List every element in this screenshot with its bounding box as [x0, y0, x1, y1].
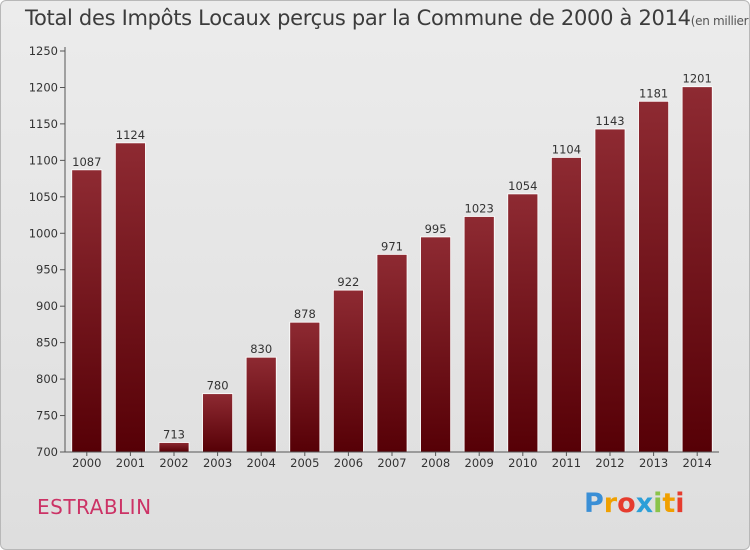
- bar-value-label: 1181: [639, 86, 668, 100]
- logo-letter: x: [635, 488, 654, 519]
- bar-value-label: 971: [381, 239, 403, 253]
- x-tick-label: 2009: [465, 456, 494, 470]
- axes-group: 700 750 800 850 900 950 1000 1050 1100 1150 1200 12…: [29, 44, 719, 470]
- x-tick-label: 2011: [552, 456, 581, 470]
- bar: [463, 216, 495, 453]
- bar: [158, 442, 190, 453]
- bar-value-label: 878: [294, 307, 316, 321]
- bar-value-label: 780: [207, 379, 229, 393]
- x-tick-label: 2000: [72, 456, 101, 470]
- bar-value-label: 1104: [552, 142, 581, 156]
- y-tick-label: 1150: [29, 117, 58, 131]
- logo-letter: r: [603, 488, 618, 519]
- x-tick-label: 2004: [247, 456, 276, 470]
- x-tick-label: 2003: [203, 456, 232, 470]
- logo-letter: i: [653, 488, 663, 519]
- logo-letter: P: [584, 488, 604, 519]
- bar: [638, 100, 670, 453]
- x-tick-label: 2007: [377, 456, 406, 470]
- logo-letter: i: [675, 488, 685, 519]
- bar-value-label: 1124: [116, 128, 145, 142]
- x-tick-label: 2014: [683, 456, 712, 470]
- bar: [681, 86, 713, 453]
- y-tick-label: 850: [36, 336, 58, 350]
- bar: [550, 157, 582, 453]
- bar: [420, 236, 452, 453]
- logo-letter: o: [617, 488, 636, 519]
- x-tick-label: 2013: [639, 456, 668, 470]
- bar: [245, 356, 277, 453]
- y-tick-label: 750: [36, 409, 58, 423]
- y-tick-label: 1050: [29, 190, 58, 204]
- bar: [507, 193, 539, 453]
- y-tick-label: 1200: [29, 80, 58, 94]
- bar-value-label: 922: [337, 275, 359, 289]
- proxiti-logo: Proxiti: [584, 488, 685, 519]
- y-tick-label: 1000: [29, 226, 58, 240]
- bar: [202, 393, 234, 453]
- bar-value-label: 995: [425, 222, 447, 236]
- bar: [376, 254, 408, 453]
- x-tick-label: 2012: [595, 456, 624, 470]
- x-tick-label: 2010: [508, 456, 537, 470]
- y-tick-label: 1100: [29, 153, 58, 167]
- bar: [289, 321, 321, 453]
- bar: [594, 128, 626, 453]
- x-tick-label: 2005: [290, 456, 319, 470]
- commune-name: ESTRABLIN: [37, 495, 152, 519]
- bar: [332, 289, 364, 453]
- unit-label: (en milliers d'€): [690, 14, 749, 28]
- bar: [114, 142, 146, 453]
- x-tick-label: 2002: [159, 456, 188, 470]
- x-tick-label: 2006: [334, 456, 363, 470]
- x-tick-label: 2001: [116, 456, 145, 470]
- bars-group: 1087 1124 713 780 830 878 922 971 995 1023 1054 110…: [71, 72, 713, 453]
- bar-value-label: 1201: [683, 72, 712, 86]
- y-tick-label: 900: [36, 299, 58, 313]
- title-text: Total des Impôts Locaux perçus par la Co…: [25, 6, 691, 30]
- bar-value-label: 830: [250, 342, 272, 356]
- y-tick-label: 800: [36, 372, 58, 386]
- logo-letter: t: [662, 488, 676, 519]
- y-tick-label: 1250: [29, 44, 58, 58]
- y-tick-label: 700: [36, 445, 58, 459]
- x-tick-label: 2008: [421, 456, 450, 470]
- bar-value-label: 1143: [595, 114, 624, 128]
- bar-value-label: 1023: [465, 202, 494, 216]
- bar-value-label: 1087: [72, 155, 101, 169]
- bar-value-label: 713: [163, 428, 185, 442]
- chart-title: Total des Impôts Locaux perçus par la Co…: [25, 6, 749, 30]
- y-tick-label: 950: [36, 263, 58, 277]
- bar-value-label: 1054: [508, 179, 537, 193]
- bar: [71, 169, 103, 453]
